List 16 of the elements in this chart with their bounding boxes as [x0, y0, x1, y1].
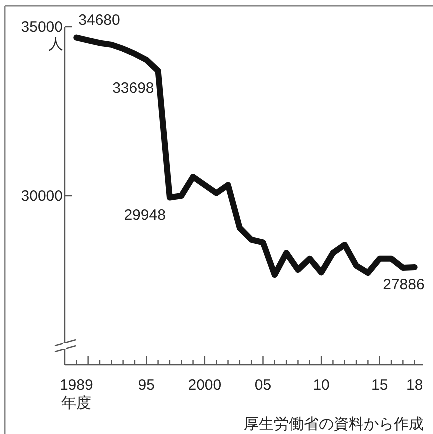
y-tick-label: 35000 [21, 19, 63, 36]
x-tick-label: 1989 [60, 377, 94, 394]
text: 厚生労働省の資料から作成 [244, 416, 424, 433]
y-tick-label: 30000 [21, 188, 63, 205]
x-tick-label: 10 [313, 377, 330, 394]
x-tick-label: 2000 [188, 377, 222, 394]
x-tick-label: 95 [138, 377, 155, 394]
data-label: 33698 [112, 80, 154, 98]
x-tick-label: 05 [254, 377, 272, 394]
data-label: 34680 [78, 12, 120, 29]
y-axis-title: 人 [48, 36, 64, 53]
data-label: 29948 [124, 206, 166, 224]
x-axis-title: 年度 [62, 395, 92, 412]
data-label: 27886 [383, 276, 425, 294]
x-tick-label: 18 [406, 377, 424, 394]
x-tick-label: 15 [372, 377, 388, 394]
